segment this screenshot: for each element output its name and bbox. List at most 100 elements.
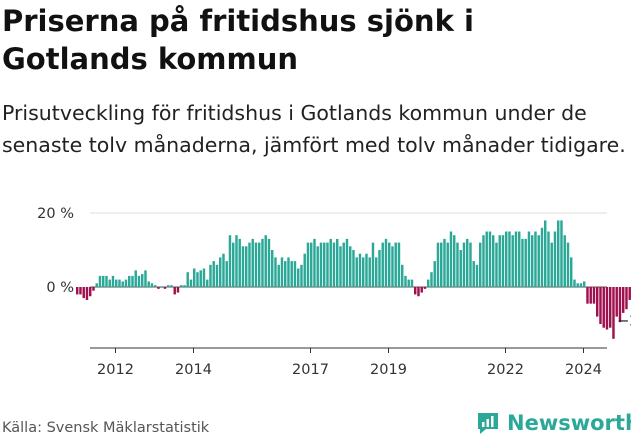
bar xyxy=(430,272,433,287)
bar xyxy=(183,285,186,287)
bar xyxy=(609,287,612,328)
bar xyxy=(264,235,267,287)
bar xyxy=(82,287,85,299)
bar xyxy=(394,242,397,287)
bar xyxy=(540,227,544,287)
price-change-bar-chart: 20 % 0 % 2012 2014 2017 2019 2022 2024 −2 % xyxy=(37,206,631,378)
bar xyxy=(267,238,271,287)
bar xyxy=(596,287,599,317)
bar xyxy=(76,287,79,295)
bar xyxy=(193,268,196,287)
bar xyxy=(303,253,306,287)
bar xyxy=(511,235,514,287)
bar xyxy=(92,287,95,291)
bar xyxy=(199,270,202,287)
bar xyxy=(368,257,371,287)
bar xyxy=(622,287,625,313)
bar xyxy=(566,242,570,287)
x-tick-label: 2017 xyxy=(292,362,329,378)
bar xyxy=(245,246,248,287)
bar xyxy=(524,238,527,287)
bar xyxy=(251,238,254,287)
bar xyxy=(521,238,524,287)
bar xyxy=(300,264,303,287)
bar xyxy=(440,242,443,287)
bar xyxy=(537,235,540,287)
bar xyxy=(349,246,352,287)
bar xyxy=(563,235,566,287)
bar xyxy=(371,242,375,287)
newsworthy-logo-icon xyxy=(478,413,498,434)
bar xyxy=(157,287,160,289)
bar xyxy=(531,235,534,287)
bar xyxy=(323,242,326,287)
y-tick-label: 0 % xyxy=(46,280,74,296)
bar xyxy=(446,242,449,287)
bar xyxy=(225,261,228,287)
bar xyxy=(280,257,284,287)
bar xyxy=(115,279,118,287)
bar xyxy=(498,235,501,287)
bar xyxy=(436,242,440,287)
bar xyxy=(336,238,339,287)
bar xyxy=(284,261,287,287)
latest-value-annotation: −2 % xyxy=(617,313,631,329)
bar xyxy=(488,231,492,287)
bar xyxy=(108,279,111,287)
bar xyxy=(469,242,472,287)
x-tick-label: 2022 xyxy=(487,362,524,378)
bar xyxy=(410,279,414,287)
bar xyxy=(615,287,618,317)
bar xyxy=(141,274,144,287)
bar xyxy=(222,253,225,287)
bar xyxy=(576,283,579,287)
bar xyxy=(85,287,89,300)
bar xyxy=(472,261,475,287)
bar xyxy=(98,275,102,287)
brand-logo: Newsworthy xyxy=(475,407,631,439)
bar xyxy=(518,231,521,287)
bar xyxy=(508,231,511,287)
bar xyxy=(316,246,319,287)
bar xyxy=(462,242,466,287)
bar xyxy=(417,287,420,297)
x-tick-label: 2014 xyxy=(175,362,212,378)
x-tick-label: 2012 xyxy=(97,362,134,378)
bar xyxy=(612,287,615,339)
bar xyxy=(423,287,427,289)
bar xyxy=(241,246,245,287)
y-tick-label: 20 % xyxy=(37,206,74,222)
bar xyxy=(352,250,355,287)
bar xyxy=(527,231,531,287)
bar xyxy=(589,287,592,304)
chart-title: Priserna på fritidshus sjönk i Gotlands … xyxy=(2,4,474,76)
bar xyxy=(420,287,423,293)
bar xyxy=(339,246,342,287)
bar xyxy=(495,242,498,287)
bar xyxy=(459,250,462,287)
bar xyxy=(297,268,300,287)
bar xyxy=(384,238,388,287)
bar xyxy=(378,250,381,287)
bar xyxy=(605,287,609,330)
bar xyxy=(492,235,495,287)
bar xyxy=(173,287,176,295)
bar xyxy=(144,270,147,287)
bar xyxy=(147,281,150,287)
bar xyxy=(456,242,459,287)
bar xyxy=(189,279,193,287)
bar xyxy=(514,231,518,287)
bar xyxy=(475,264,479,287)
bar xyxy=(219,257,222,287)
bar xyxy=(586,287,589,304)
bar xyxy=(238,238,241,287)
bar xyxy=(154,285,157,287)
bar xyxy=(544,220,547,287)
bar xyxy=(381,242,384,287)
brand-name: Newsworthy xyxy=(507,411,631,435)
bar xyxy=(365,253,368,287)
bar xyxy=(599,287,602,324)
bar xyxy=(618,287,622,323)
bar xyxy=(362,257,365,287)
bar xyxy=(293,261,297,287)
